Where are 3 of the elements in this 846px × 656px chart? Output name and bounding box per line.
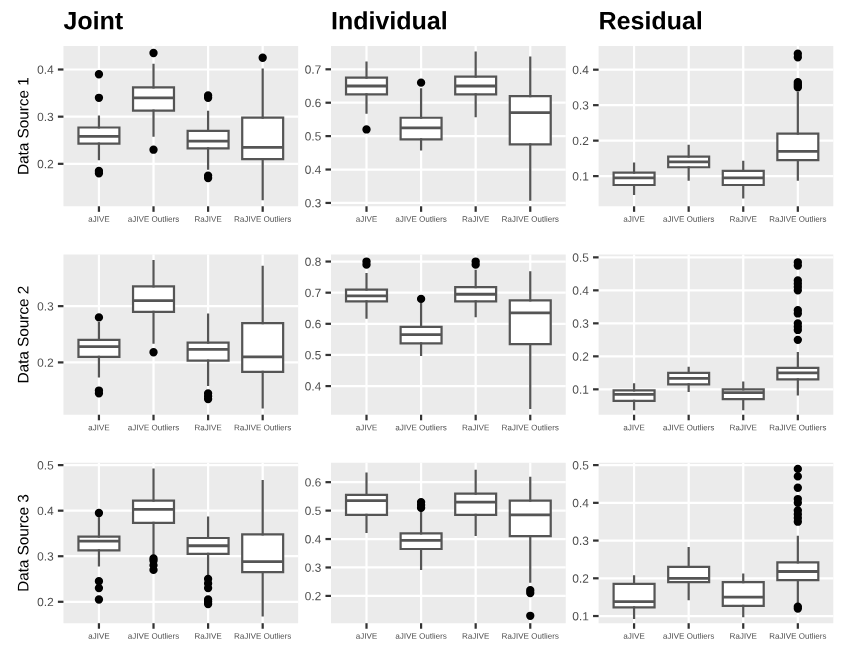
chart-title: Residual <box>600 11 702 30</box>
chart-title: Joint <box>63 11 123 30</box>
chart-title: Individual <box>332 11 446 30</box>
